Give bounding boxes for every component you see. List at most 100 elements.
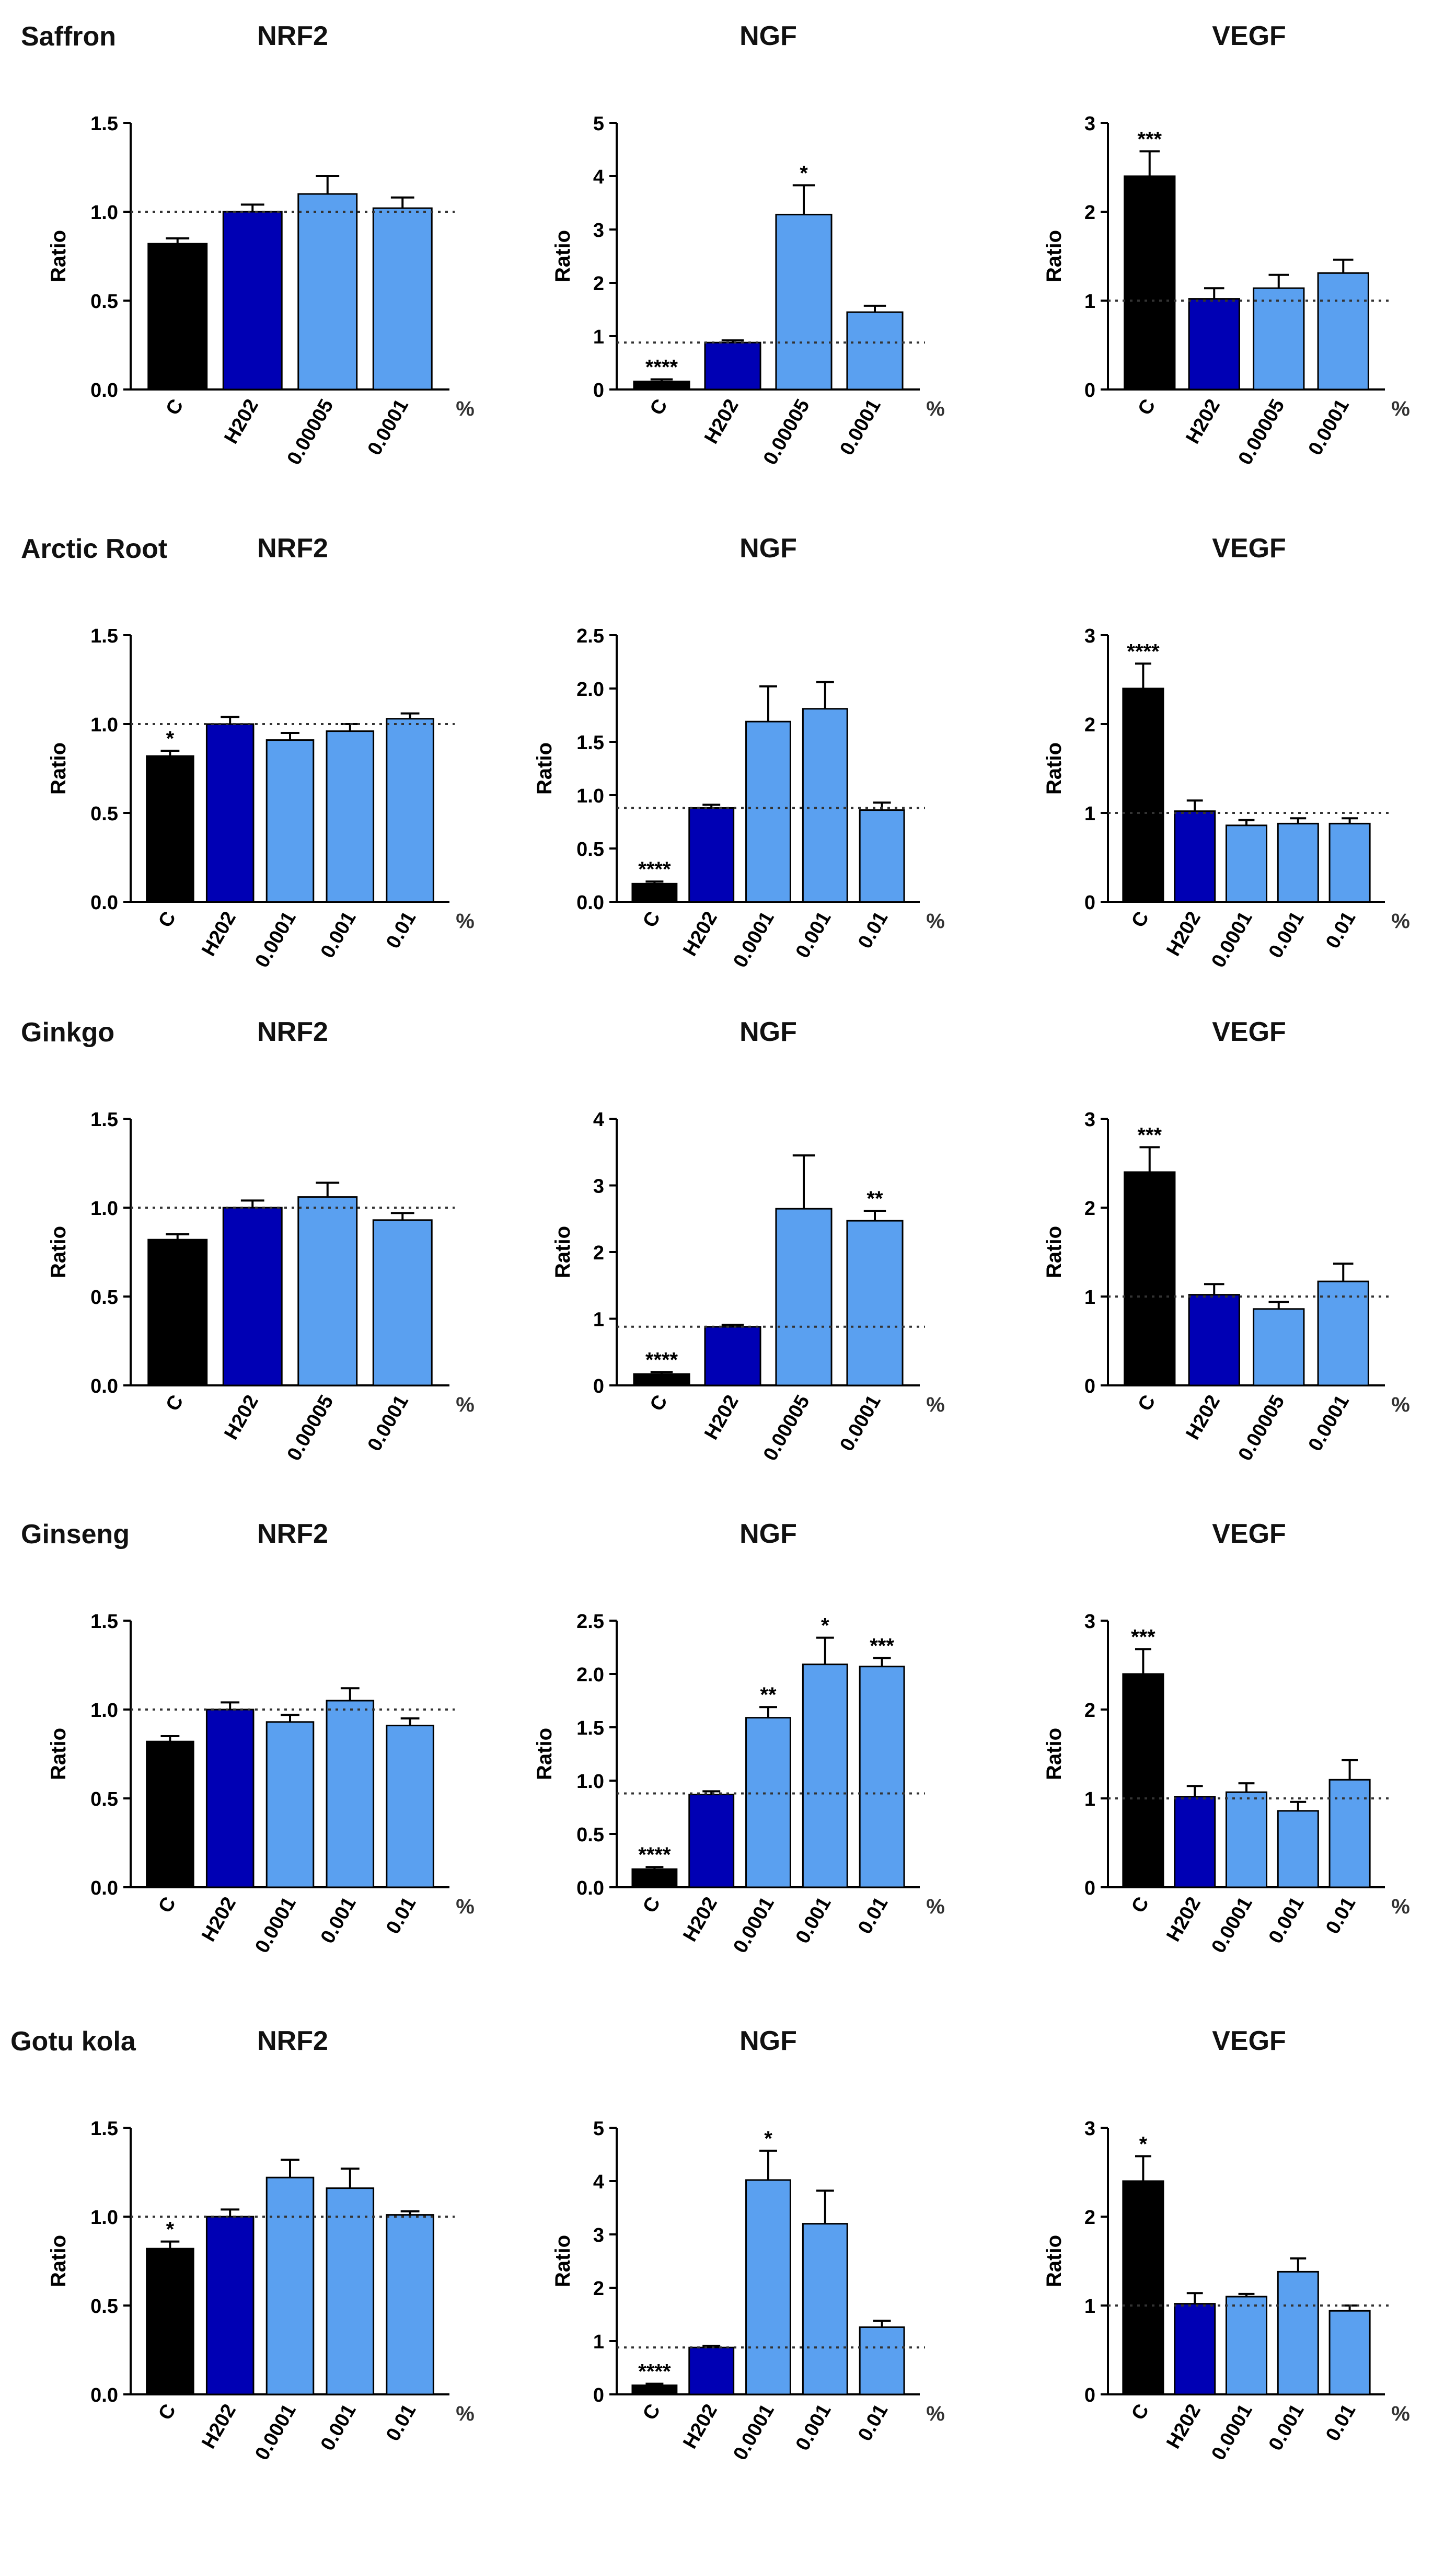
x-tick-label: 0.00005 [1234, 396, 1289, 469]
significance-stars: ** [866, 1187, 883, 1210]
unit-label: % [926, 2402, 945, 2425]
chart-title: NRF2 [257, 21, 328, 51]
significance-stars: *** [1137, 1123, 1162, 1146]
bar-0.0001 [745, 2179, 791, 2395]
y-tick-label: 2 [593, 273, 604, 295]
x-tick-label: H202 [198, 2401, 240, 2453]
chart-title: NRF2 [257, 1519, 328, 1549]
y-tick-label: 5 [593, 113, 604, 135]
x-tick-label: C [161, 1392, 188, 1415]
chart-title: NGF [739, 2026, 797, 2056]
x-tick-label: H202 [679, 1894, 722, 1946]
unit-label: % [456, 1895, 475, 1918]
y-tick-label: 2 [1084, 1700, 1095, 1722]
unit-label: % [926, 1895, 945, 1918]
y-tick-label: 0 [593, 380, 604, 402]
y-tick-label: 0.0 [90, 2384, 118, 2406]
chart-gotu-kola-nrf2: NRF2 0.0 0.5 1.0 1.5 Ratio * C H202 0.0001 0.001 0.… [47, 2026, 475, 2464]
plant-title: Ginkgo [21, 1017, 115, 1048]
bar-H202 [704, 341, 761, 391]
bar-H202 [1174, 2303, 1216, 2395]
x-tick-label: C [1134, 396, 1160, 419]
y-tick-label: 2.5 [576, 625, 604, 647]
y-tick-label: 2 [1084, 714, 1095, 736]
chart-arctic-root-vegf: VEGF 0 1 2 3 Ratio **** C H202 0.0001 0.001 0.01% [1043, 533, 1410, 971]
x-tick-label: 0.00005 [759, 396, 814, 469]
y-axis-label: Ratio [533, 1728, 556, 1780]
bar-0.00005 [1253, 1308, 1305, 1386]
y-tick-label: 1.5 [90, 1109, 118, 1131]
x-tick-label: 0.0001 [1207, 908, 1256, 972]
bar-C [631, 882, 678, 903]
x-tick-label: 0.001 [792, 908, 836, 962]
y-tick-label: 4 [593, 166, 604, 188]
significance-stars: * [821, 1614, 829, 1637]
x-tick-label: 0.0001 [836, 396, 885, 460]
x-tick-label: 0.01 [382, 1894, 420, 1938]
x-tick-label: 0.00005 [759, 1392, 814, 1465]
bar-0.0001 [265, 739, 315, 903]
chart-title: NRF2 [257, 1017, 328, 1047]
chart-ginkgo-ngf: NGF 0 1 2 3 4 Ratio **** C H202 0.00005 ** 0.0001% [551, 1017, 945, 1464]
bar-0.0001 [1225, 824, 1268, 903]
y-tick-label: 0.0 [90, 892, 118, 914]
bar-0.00005 [297, 1196, 358, 1386]
x-tick-label: 0.0001 [251, 1894, 300, 1957]
significance-stars: * [1139, 2132, 1148, 2155]
y-tick-label: 1 [1084, 1287, 1095, 1309]
x-tick-label: C [639, 908, 665, 932]
bar-C [633, 1373, 690, 1386]
y-tick-label: 3 [593, 1176, 604, 1198]
x-tick-label: 0.001 [1265, 2401, 1309, 2455]
y-tick-label: 2 [1084, 2207, 1095, 2229]
y-tick-label: 1 [1084, 2296, 1095, 2318]
chart-saffron-nrf2: NRF2 0.0 0.5 1.0 1.5 Ratio C H202 0.00005 0.0001% [47, 21, 475, 468]
y-axis-label: Ratio [551, 230, 574, 282]
x-tick-label: 0.00005 [283, 396, 338, 469]
chart-ginseng-nrf2: NRF2 0.0 0.5 1.0 1.5 Ratio C H202 0.0001 0.001 0.0… [47, 1519, 475, 1957]
y-axis-label: Ratio [47, 742, 70, 795]
y-tick-label: 0 [1084, 892, 1095, 914]
y-tick-label: 1.0 [90, 202, 118, 224]
x-tick-label: 0.0001 [364, 396, 413, 460]
y-tick-label: 1.5 [576, 1717, 604, 1739]
x-tick-label: H202 [1162, 2401, 1205, 2453]
significance-stars: ** [760, 1683, 777, 1706]
y-axis-label: Ratio [47, 1728, 70, 1780]
bar-H202 [205, 723, 255, 903]
bar-0.0001 [265, 2176, 315, 2395]
y-tick-label: 3 [593, 220, 604, 242]
x-tick-label: H202 [1162, 1894, 1205, 1946]
significance-stars: *** [1131, 1625, 1155, 1648]
chart-title: VEGF [1212, 533, 1286, 564]
y-axis-label: Ratio [1043, 1728, 1066, 1780]
bar-0.01 [386, 1725, 434, 1888]
x-tick-label: C [646, 1392, 672, 1415]
x-tick-label: H202 [198, 908, 240, 960]
y-axis-label: Ratio [533, 742, 556, 795]
significance-stars: * [800, 162, 808, 185]
y-tick-label: 5 [593, 2118, 604, 2140]
y-axis-label: Ratio [551, 2235, 574, 2287]
bar-0.0001 [1225, 2296, 1268, 2395]
bar-C [146, 1740, 194, 1888]
y-tick-label: 0.0 [90, 380, 118, 402]
chart-ginseng-vegf: VEGF 0 1 2 3 Ratio *** C H202 0.0001 0.001 0.01% [1043, 1519, 1410, 1957]
y-tick-label: 1.5 [90, 2118, 118, 2140]
x-tick-label: 0.0001 [1304, 1392, 1354, 1455]
x-tick-label: H202 [679, 2401, 722, 2453]
y-tick-label: 0 [593, 2384, 604, 2406]
y-axis-label: Ratio [47, 1226, 70, 1278]
y-axis-label: Ratio [1043, 1226, 1066, 1278]
chart-title: NGF [739, 1519, 797, 1549]
chart-gotu-kola-ngf: NGF 0 1 2 3 4 5 Ratio **** C H202 * 0.0001 0.001 0.01% [551, 2026, 945, 2464]
chart-title: VEGF [1212, 21, 1286, 51]
y-tick-label: 2.0 [576, 1664, 604, 1686]
chart-title: VEGF [1212, 2026, 1286, 2056]
bar-H202 [1188, 298, 1240, 391]
bar-C [1122, 2180, 1164, 2395]
significance-stars: *** [870, 1634, 894, 1657]
unit-label: % [1391, 910, 1410, 933]
x-tick-label: H202 [700, 1392, 743, 1444]
